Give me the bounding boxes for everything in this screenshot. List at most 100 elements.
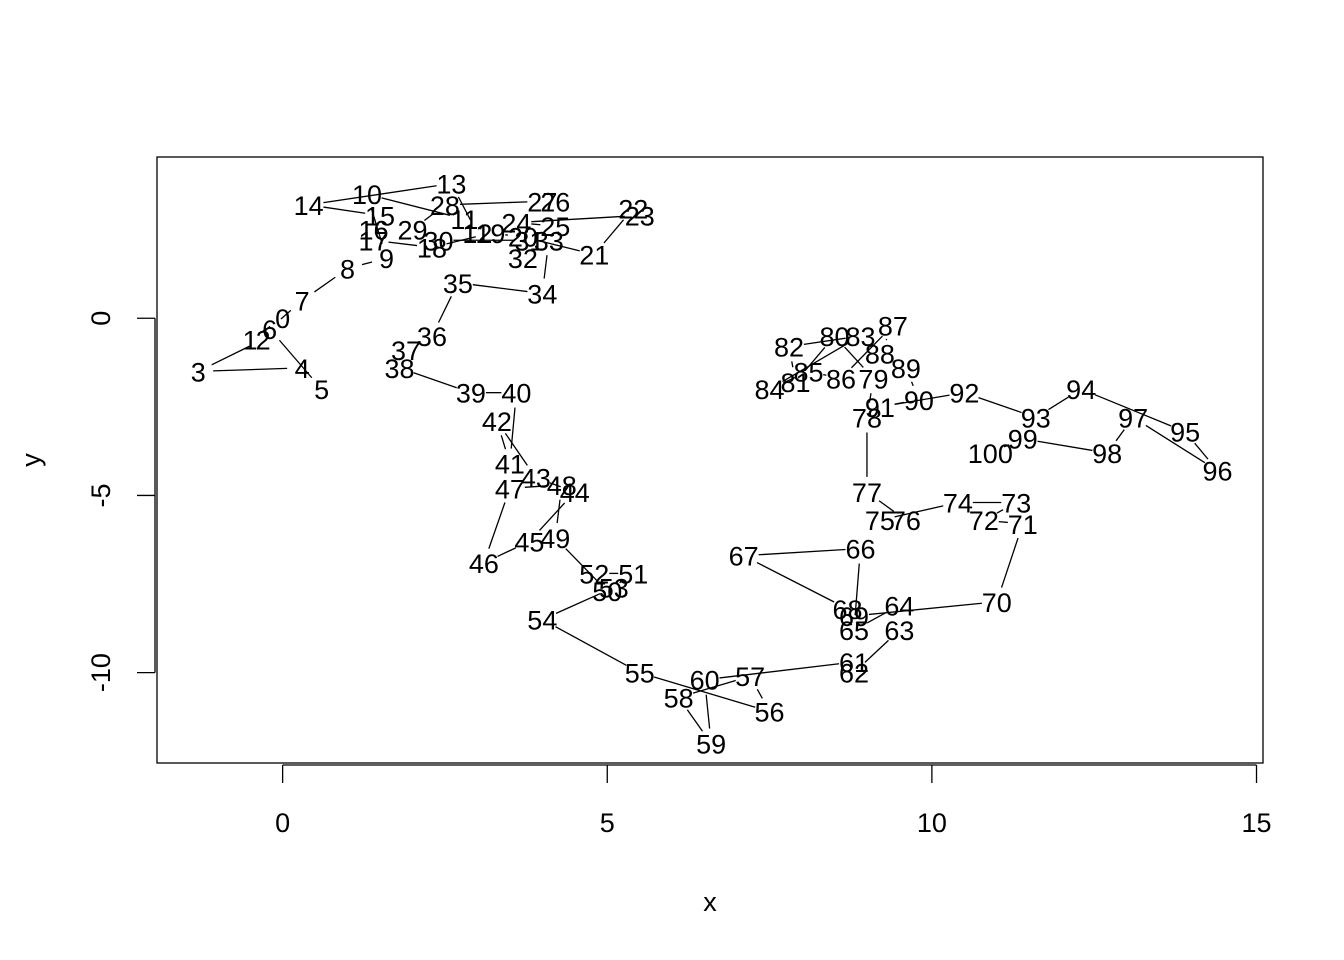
point-label: 60 <box>690 666 720 696</box>
point-label: 74 <box>943 489 973 519</box>
path-segment <box>758 548 846 556</box>
path-segment <box>555 626 627 667</box>
point-label: 64 <box>884 591 914 621</box>
path-segment <box>1000 537 1019 588</box>
point-label: 78 <box>852 403 882 433</box>
point-label: 38 <box>384 354 414 384</box>
point-label: 10 <box>352 180 382 210</box>
path-segment <box>500 435 507 450</box>
point-label: 67 <box>729 542 759 572</box>
path-segment <box>1145 424 1206 464</box>
point-label: 47 <box>495 474 525 504</box>
point-label: 69 <box>839 602 869 632</box>
path-segment <box>803 337 846 346</box>
y-tick-label: -10 <box>86 653 116 692</box>
point-label: 98 <box>1092 439 1122 469</box>
y-tick-label: -5 <box>86 483 116 507</box>
plot-frame <box>156 156 1264 764</box>
point-label: 16 <box>359 216 389 246</box>
path-segment <box>1115 429 1125 442</box>
point-label: 70 <box>982 588 1012 618</box>
path-segment <box>524 485 547 488</box>
point-label: 55 <box>625 659 655 689</box>
point-label: 4 <box>295 354 310 384</box>
point-label: 83 <box>845 322 875 352</box>
point-label: 79 <box>858 364 888 394</box>
path-segment <box>878 500 895 512</box>
path-segment <box>388 241 418 247</box>
point-label: 76 <box>891 506 921 536</box>
point-label: 34 <box>527 279 557 309</box>
y-axis-ticks: -10 -5 0 <box>86 311 155 692</box>
point-label: 59 <box>696 730 726 760</box>
point-label: 15 <box>365 201 395 231</box>
point-label: 68 <box>832 595 862 625</box>
path-segment <box>603 219 625 244</box>
point-label: 30 <box>423 226 453 256</box>
point-label: 44 <box>560 478 590 508</box>
path-segment <box>531 215 625 223</box>
path-segment <box>705 694 711 729</box>
path-segment <box>549 482 561 488</box>
point-label: 71 <box>1008 510 1038 540</box>
point-label: 17 <box>359 226 389 256</box>
x-axis-title: x <box>703 887 717 917</box>
path-segment <box>381 197 451 216</box>
point-label: 25 <box>540 212 570 242</box>
point-label: 27 <box>527 187 557 217</box>
path-segment <box>537 239 580 252</box>
path-segment <box>262 325 271 332</box>
y-tick-label: 0 <box>86 311 116 326</box>
path-segment <box>565 548 598 581</box>
point-label: 8 <box>340 255 355 285</box>
point-label: 86 <box>826 364 856 394</box>
y-axis-title: y <box>16 453 46 467</box>
point-label: 57 <box>735 662 765 692</box>
point-label: 52 <box>579 559 609 589</box>
path-segment <box>978 396 1022 414</box>
point-label: 97 <box>1118 403 1148 433</box>
point-label: 41 <box>495 450 525 480</box>
point-label: 9 <box>379 244 394 274</box>
path-segment <box>280 309 292 320</box>
x-axis-ticks: 0 5 10 15 <box>275 765 1272 838</box>
point-label: 23 <box>625 201 655 231</box>
path-segment <box>619 581 622 584</box>
path-segment <box>1003 444 1010 448</box>
path-segment <box>756 689 763 699</box>
x-tick-label: 15 <box>1241 808 1271 838</box>
path-segment <box>555 593 601 614</box>
x-tick-label: 0 <box>275 808 290 838</box>
path-segment <box>719 663 840 679</box>
path-segment <box>213 367 288 372</box>
point-label: 75 <box>865 506 895 536</box>
path-segment <box>370 208 383 244</box>
point-label: 93 <box>1021 403 1051 433</box>
point-label: 24 <box>501 209 531 239</box>
point-label: 33 <box>534 226 564 256</box>
path-segment <box>278 339 313 379</box>
point-label: 91 <box>865 393 895 423</box>
path-segment <box>866 611 887 624</box>
point-label: 2 <box>256 326 271 356</box>
path-segment <box>844 346 864 368</box>
point-label: 82 <box>774 333 804 363</box>
point-label: 7 <box>295 287 310 317</box>
path-segment <box>998 520 1008 524</box>
point-label: 14 <box>294 191 324 221</box>
point-label: 31 <box>514 226 544 256</box>
point-label: 28 <box>430 191 460 221</box>
path-segment <box>791 361 794 368</box>
point-label: 66 <box>845 535 875 565</box>
path-segment <box>782 377 796 384</box>
point-label: 32 <box>508 244 538 274</box>
path-segment <box>457 196 472 221</box>
x-tick-label: 5 <box>600 808 615 838</box>
point-label: 21 <box>579 240 609 270</box>
path-segment <box>692 679 736 694</box>
point-label: 39 <box>456 379 486 409</box>
point-label: 40 <box>501 379 531 409</box>
